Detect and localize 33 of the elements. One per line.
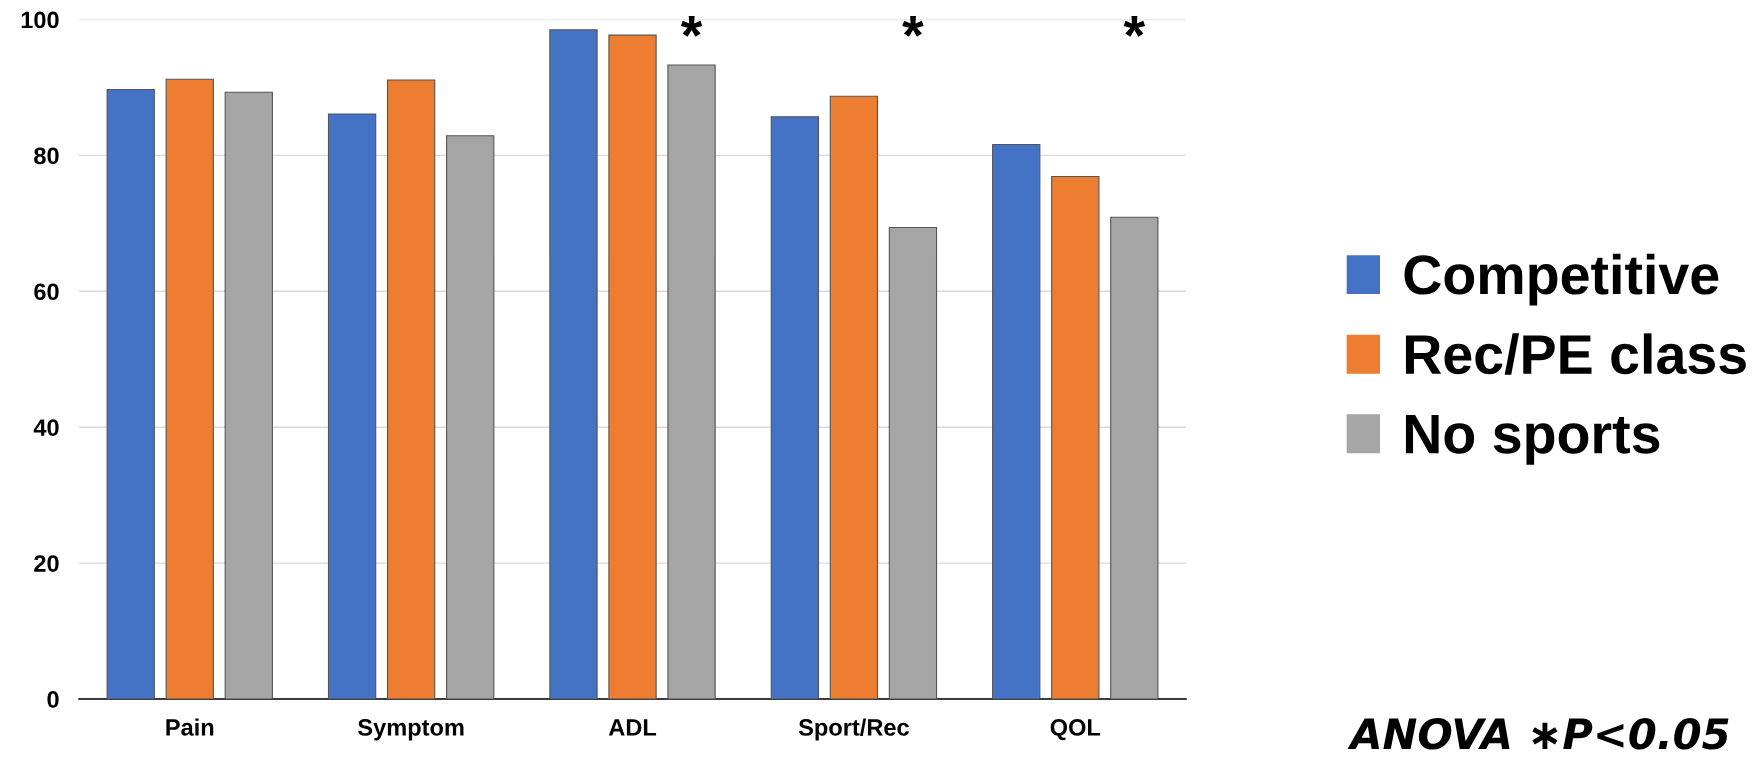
x-tick-label: Pain (166, 718, 214, 736)
bar (106, 88, 155, 699)
y-tick-label: 0 (47, 691, 59, 708)
y-tick-label: 20 (34, 555, 59, 572)
x-tick-label: Symptom (358, 719, 464, 741)
annotation: * (902, 16, 924, 37)
x-tick-label: Sport/Rec (798, 718, 909, 741)
bar (224, 91, 273, 699)
x-tick-label: ADL (608, 719, 657, 736)
bar (992, 143, 1041, 699)
bar (667, 64, 716, 699)
bar (829, 95, 879, 699)
legend-label: No sports (1405, 414, 1660, 465)
bar (549, 29, 598, 699)
y-tick-label: 100 (21, 11, 59, 29)
bar (770, 116, 820, 699)
x-tick-label: QOL (1050, 719, 1101, 741)
text: ANOVA ∗P<0.05 (1347, 717, 1729, 750)
annotation: * (680, 16, 703, 37)
bar (165, 78, 214, 699)
y-tick-label: 80 (34, 147, 59, 165)
bar (1110, 216, 1159, 699)
y-tick-label: 60 (34, 283, 59, 301)
bar (327, 113, 377, 699)
legend-label: Rec/PE class (1405, 333, 1746, 375)
bar (446, 135, 495, 699)
legend-label: Competitive (1404, 253, 1719, 306)
bar (1051, 175, 1100, 699)
bar (608, 34, 657, 699)
y-tick-label: 40 (33, 419, 59, 436)
bar (888, 226, 938, 699)
annotation: * (1123, 16, 1146, 37)
bar (386, 79, 436, 699)
